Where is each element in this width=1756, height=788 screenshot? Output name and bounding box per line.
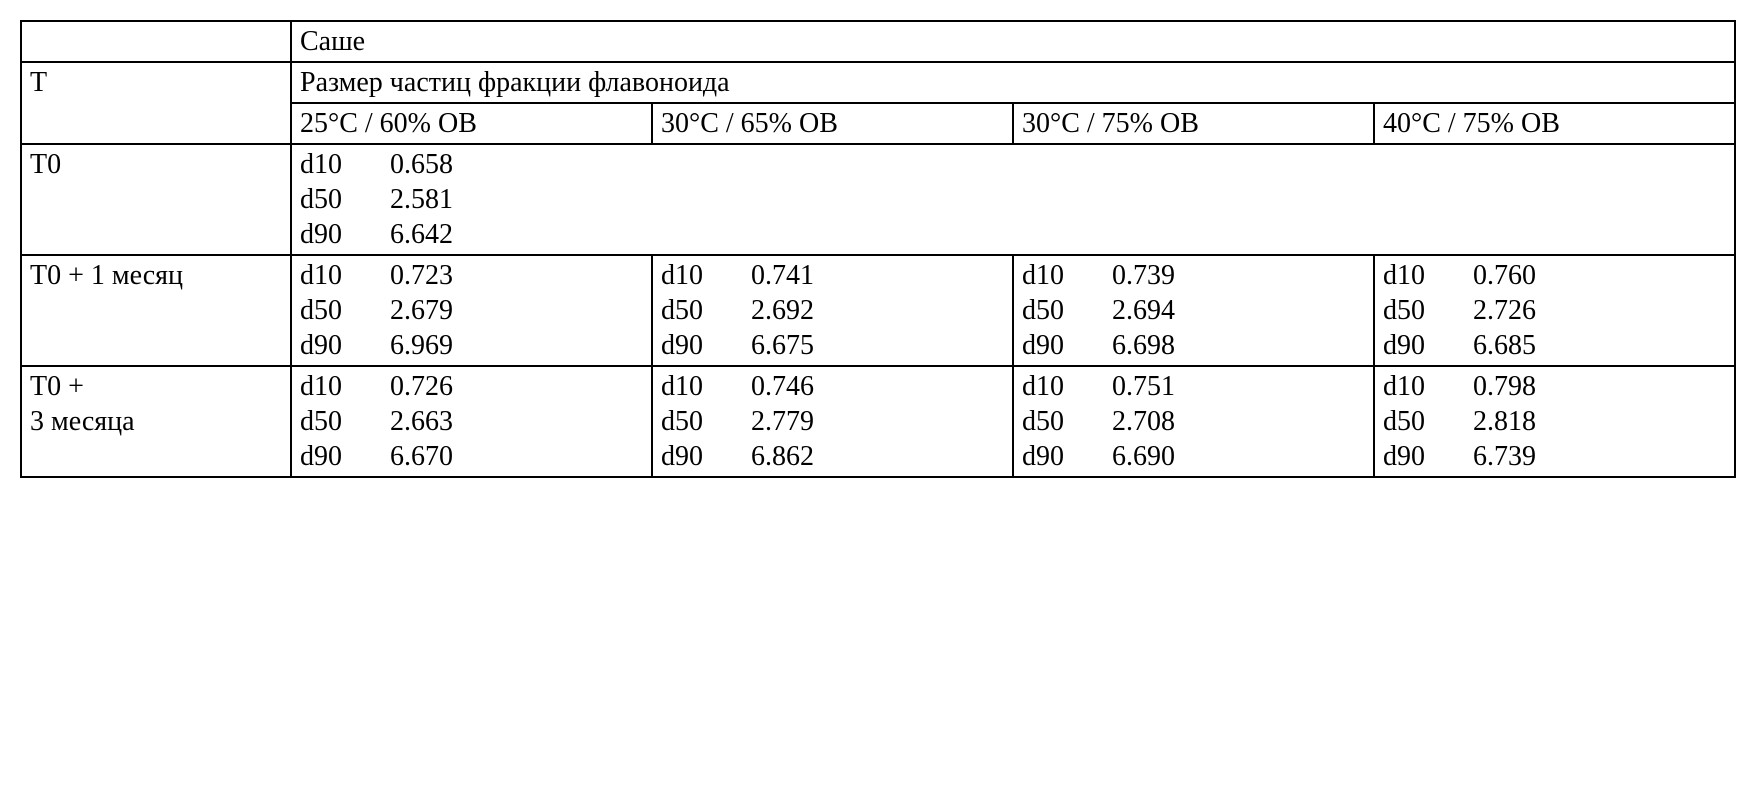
t3-c3: d100.751 d502.708 d906.690 — [1013, 366, 1374, 477]
t3-c1: d100.726 d502.663 d906.670 — [291, 366, 652, 477]
metric-label: d10 — [1022, 258, 1112, 293]
t1-c1: d100.723 d502.679 d906.969 — [291, 255, 652, 366]
metric-value: 6.969 — [390, 328, 643, 363]
metric-label: d10 — [661, 369, 751, 404]
metric-label: d50 — [1022, 293, 1112, 328]
metric-label: d90 — [661, 439, 751, 474]
metric-value: 2.679 — [390, 293, 643, 328]
metric-label: d10 — [300, 258, 390, 293]
t1-c3: d100.739 d502.694 d906.698 — [1013, 255, 1374, 366]
table-row: T0 + 1 месяц d100.723 d502.679 d906.969 … — [21, 255, 1735, 366]
metric-value: 6.862 — [751, 439, 1004, 474]
t3-c2: d100.746 d502.779 d906.862 — [652, 366, 1013, 477]
particle-size-table: Саше T Размер частиц фракции флавоноида … — [20, 20, 1736, 478]
table-row: Саше — [21, 21, 1735, 62]
metric-value: 2.726 — [1473, 293, 1726, 328]
metric-value: 6.670 — [390, 439, 643, 474]
t-header: T — [21, 62, 291, 144]
metric-value: 0.798 — [1473, 369, 1726, 404]
metric-label: d10 — [661, 258, 751, 293]
metric-label: d90 — [1022, 439, 1112, 474]
metric-value: 6.739 — [1473, 439, 1726, 474]
metric-label: d10 — [1022, 369, 1112, 404]
condition-header-3: 30°C / 75% ОВ — [1013, 103, 1374, 144]
metric-label: d50 — [1383, 404, 1473, 439]
blank-cell — [21, 21, 291, 62]
table-row: T0 + 3 месяца d100.726 d502.663 d906.670… — [21, 366, 1735, 477]
metric-value: 0.739 — [1112, 258, 1365, 293]
metric-label: d50 — [661, 404, 751, 439]
metric-value: 2.694 — [1112, 293, 1365, 328]
metric-value: 2.663 — [390, 404, 643, 439]
metric-label: d90 — [300, 328, 390, 363]
row-label-t3-line2: 3 месяца — [30, 406, 135, 437]
metric-label: d50 — [1383, 293, 1473, 328]
metric-label: d10 — [1383, 369, 1473, 404]
metric-value: 0.658 — [390, 147, 1726, 182]
metric-label: d50 — [300, 404, 390, 439]
metric-label: d10 — [300, 369, 390, 404]
metric-value: 2.779 — [751, 404, 1004, 439]
metric-value: 6.642 — [390, 217, 1726, 252]
metric-value: 6.698 — [1112, 328, 1365, 363]
t3-c4: d100.798 d502.818 d906.739 — [1374, 366, 1735, 477]
metric-value: 0.726 — [390, 369, 643, 404]
metric-label: d50 — [300, 293, 390, 328]
table-row: T0 d10 0.658 d50 2.581 d90 6.642 — [21, 144, 1735, 255]
metric-value: 2.581 — [390, 182, 1726, 217]
metric-value: 0.741 — [751, 258, 1004, 293]
metric-value: 2.708 — [1112, 404, 1365, 439]
metric-value: 2.818 — [1473, 404, 1726, 439]
metric-value: 0.751 — [1112, 369, 1365, 404]
t0-values: d10 0.658 d50 2.581 d90 6.642 — [291, 144, 1735, 255]
metric-label: d90 — [1383, 328, 1473, 363]
table-row: T Размер частиц фракции флавоноида — [21, 62, 1735, 103]
condition-header-2: 30°C / 65% ОВ — [652, 103, 1013, 144]
condition-header-1: 25°C / 60% ОВ — [291, 103, 652, 144]
metric-value: 6.685 — [1473, 328, 1726, 363]
metric-value: 2.692 — [751, 293, 1004, 328]
metric-label: d90 — [300, 217, 390, 252]
row-label-t1: T0 + 1 месяц — [21, 255, 291, 366]
t1-c2: d100.741 d502.692 d906.675 — [652, 255, 1013, 366]
condition-header-4: 40°C / 75% ОВ — [1374, 103, 1735, 144]
particle-size-header: Размер частиц фракции флавоноида — [291, 62, 1735, 103]
metric-label: d10 — [300, 147, 390, 182]
metric-label: d50 — [300, 182, 390, 217]
metric-label: d90 — [300, 439, 390, 474]
metric-value: 0.723 — [390, 258, 643, 293]
metric-value: 6.690 — [1112, 439, 1365, 474]
metric-label: d90 — [1383, 439, 1473, 474]
row-label-t3-line1: T0 + — [30, 371, 84, 402]
metric-label: d10 — [1383, 258, 1473, 293]
row-label-t3: T0 + 3 месяца — [21, 366, 291, 477]
metric-value: 0.746 — [751, 369, 1004, 404]
metric-label: d50 — [1022, 404, 1112, 439]
metric-label: d90 — [1022, 328, 1112, 363]
sachet-header: Саше — [291, 21, 1735, 62]
row-label-t0: T0 — [21, 144, 291, 255]
metric-value: 6.675 — [751, 328, 1004, 363]
t1-c4: d100.760 d502.726 d906.685 — [1374, 255, 1735, 366]
metric-label: d50 — [661, 293, 751, 328]
metric-value: 0.760 — [1473, 258, 1726, 293]
metric-label: d90 — [661, 328, 751, 363]
